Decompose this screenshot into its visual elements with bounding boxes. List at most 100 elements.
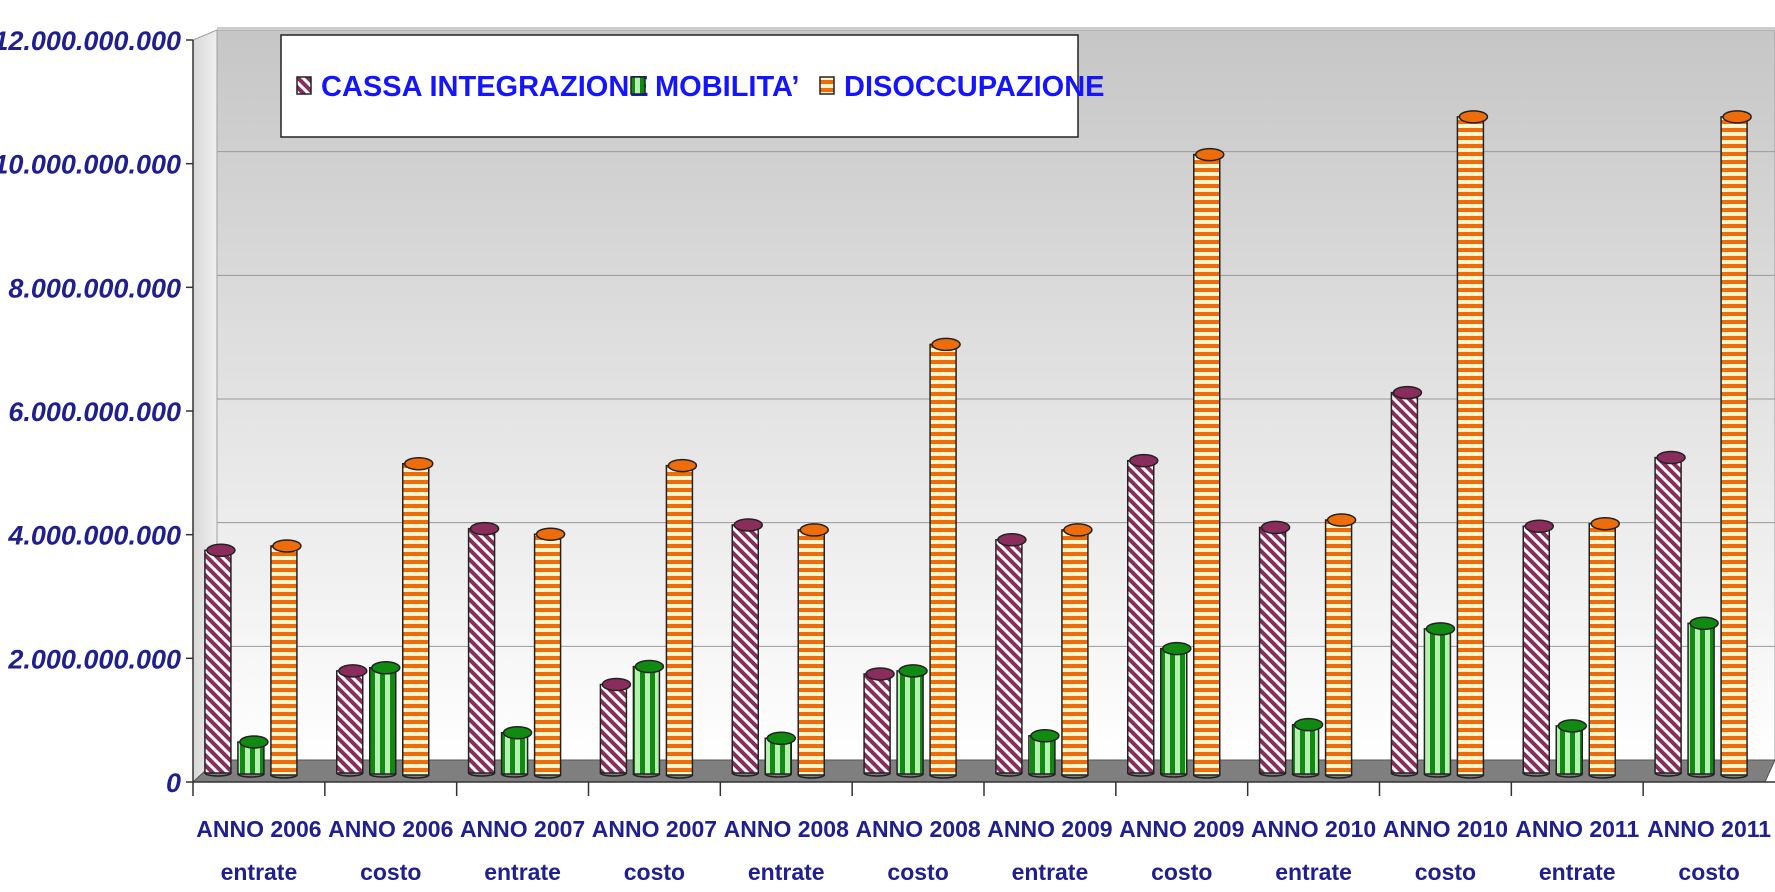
bar-body [369, 667, 397, 775]
bar-body [1555, 725, 1583, 775]
bar-body [1160, 647, 1188, 775]
x-tick-sublabel: entrate [1275, 859, 1352, 885]
bar-top [206, 543, 236, 558]
bar-base [1193, 774, 1221, 779]
bar-disoccupazione-7 [1193, 147, 1225, 779]
bar-top [1063, 523, 1093, 537]
y-tick-label: 6.000.000.000 [8, 397, 181, 427]
bar-body [204, 549, 232, 774]
bar-base [1127, 772, 1155, 777]
bar-disoccupazione-0 [270, 539, 302, 779]
x-tick-sublabel: entrate [221, 859, 298, 885]
bar-base [731, 772, 759, 777]
x-tick-sublabel: entrate [484, 859, 561, 885]
bar-top [766, 731, 796, 746]
bar-mobilita--1 [369, 661, 401, 778]
legend-label: CASSA INTEGRAZIONE [321, 71, 649, 103]
bar-cassa-integrazione-6 [995, 533, 1027, 777]
bar-top [667, 458, 698, 473]
bar-top [1392, 385, 1423, 400]
bar-top [338, 664, 368, 678]
x-tick-label: ANNO 2007 [592, 816, 717, 842]
bar-disoccupazione-10 [1588, 516, 1620, 779]
bar-body [1324, 519, 1353, 776]
bar-mobilita--8 [1291, 717, 1324, 778]
bar-body [533, 533, 562, 776]
bar-cassa-integrazione-8 [1258, 520, 1291, 777]
bar-top [1129, 453, 1159, 468]
bar-top [502, 725, 533, 740]
bar-top [404, 456, 434, 471]
bar-disoccupazione-11 [1720, 110, 1752, 779]
legend-box [280, 34, 1079, 138]
bar-base [797, 774, 825, 779]
bar-top [1162, 641, 1192, 656]
bar-mobilita--4 [764, 731, 796, 778]
bar-base [1160, 773, 1188, 778]
bar-top [898, 664, 928, 678]
bar-body [599, 683, 628, 774]
bar-base [270, 774, 298, 779]
legend-label: MOBILITA’ [655, 71, 799, 103]
bar-base [500, 773, 529, 778]
bar-mobilita--2 [500, 725, 533, 778]
legend-swatch [819, 76, 835, 95]
bar-top [1557, 719, 1587, 733]
bar-mobilita--10 [1555, 719, 1587, 778]
legend-swatch [296, 76, 312, 95]
bar-disoccupazione-1 [402, 456, 434, 779]
bar-body [1522, 525, 1550, 774]
bar-top [239, 735, 269, 749]
bar-top [997, 533, 1027, 547]
x-tick-label: ANNO 2008 [724, 816, 849, 842]
bar-body [995, 539, 1023, 774]
bar-top [634, 659, 665, 674]
bar-top [1293, 717, 1324, 732]
bar-cassa-integrazione-10 [1522, 519, 1554, 777]
bar-body [1390, 391, 1419, 774]
bar-base [402, 774, 430, 779]
bar-mobilita--0 [237, 735, 269, 778]
bar-body [1193, 153, 1221, 776]
bar-base [1456, 774, 1485, 779]
bar-mobilita--7 [1160, 641, 1192, 778]
bar-body [797, 529, 825, 776]
bar-top [1524, 519, 1554, 533]
bar-cassa-integrazione-0 [204, 543, 236, 777]
bar-cassa-integrazione-11 [1654, 450, 1686, 777]
x-tick-label: ANNO 2007 [460, 816, 585, 842]
bar-body [1588, 522, 1616, 776]
bar-disoccupazione-8 [1324, 513, 1357, 779]
bar-base [1423, 773, 1452, 778]
bar-cassa-integrazione-4 [731, 518, 763, 777]
bar-disoccupazione-2 [533, 527, 566, 779]
bar-base [467, 772, 496, 777]
bar-top [1689, 616, 1719, 631]
bar-cassa-integrazione-7 [1127, 453, 1159, 777]
bar-cassa-integrazione-3 [599, 677, 632, 777]
bar-cassa-integrazione-2 [467, 521, 500, 777]
y-tick-label: 2.000.000.000 [7, 644, 181, 674]
bar-body [1291, 723, 1320, 775]
bar-body [467, 527, 496, 774]
x-tick-sublabel: costo [1151, 859, 1212, 885]
bar-body [1423, 628, 1452, 775]
legend-label: DISOCCUPAZIONE [844, 71, 1104, 103]
bar-base [764, 773, 792, 778]
bar-top [1425, 622, 1456, 636]
bar-top [865, 667, 895, 681]
bar-body [896, 670, 924, 775]
bar-disoccupazione-3 [665, 458, 698, 779]
bar-body [1061, 529, 1089, 776]
bar-base [1588, 774, 1616, 779]
x-tick-label: ANNO 2011 [1515, 816, 1639, 842]
bar-base [336, 772, 364, 777]
bar-base [1522, 772, 1550, 777]
bar-base [896, 773, 924, 778]
bar-top [1195, 147, 1225, 162]
bar-disoccupazione-6 [1061, 523, 1093, 779]
x-tick-sublabel: costo [1678, 859, 1739, 885]
bar-body [1720, 116, 1748, 776]
y-tick-label: 0 [166, 768, 181, 798]
